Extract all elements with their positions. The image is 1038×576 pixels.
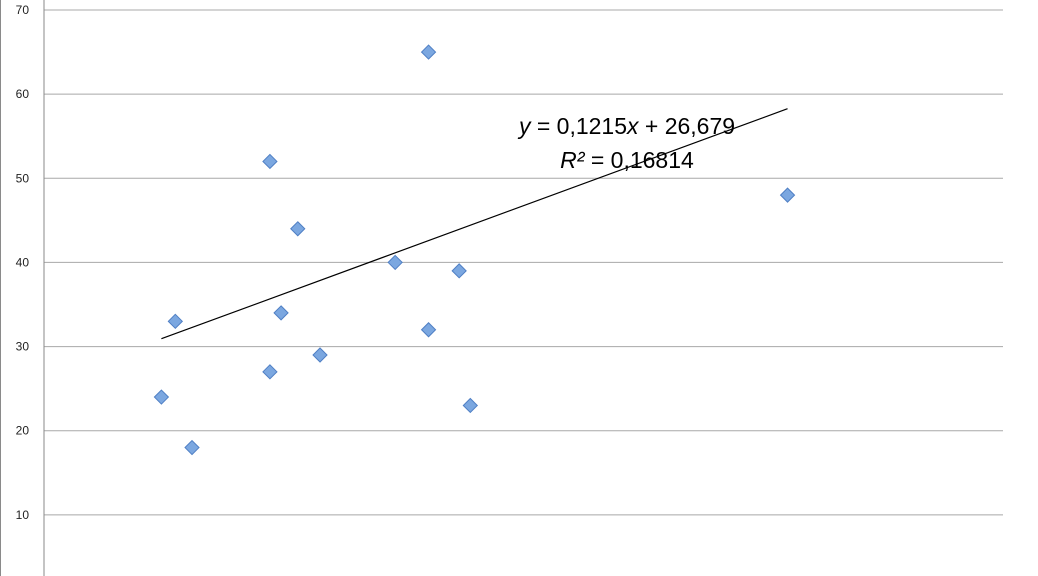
data-point-6 (273, 305, 289, 321)
trendline-r-squared: R² = 0,16814 (560, 147, 694, 173)
data-point-5 (262, 364, 278, 380)
y-tick-label-40: 40 (16, 255, 30, 269)
r-squared-value: = 0,16814 (584, 147, 694, 173)
data-point-4 (262, 153, 278, 170)
data-point-7 (290, 221, 306, 237)
y-tick-labels: 10 20 30 40 50 60 70 (16, 3, 30, 522)
equation-y-var: y (517, 113, 532, 139)
equation-x-var: x (626, 113, 640, 139)
data-points (153, 44, 796, 456)
data-point-11 (420, 322, 437, 338)
data-point-13 (462, 397, 479, 414)
r-squared-var: R² (560, 147, 586, 173)
y-tick-label-30: 30 (16, 340, 30, 354)
data-point-9 (387, 254, 403, 271)
y-tick-label-60: 60 (16, 87, 30, 101)
y-tick-label-20: 20 (16, 424, 30, 438)
data-point-2 (167, 313, 184, 330)
data-point-3 (184, 439, 200, 456)
data-point-1 (153, 389, 170, 405)
equation-intercept: + 26,679 (639, 113, 736, 139)
gridlines (44, 9, 1003, 516)
trendline (161, 108, 788, 340)
data-point-14 (779, 187, 796, 203)
data-point-10 (420, 44, 437, 60)
equation-slope: = 0,1215 (530, 113, 627, 139)
y-tick-label-50: 50 (16, 171, 30, 185)
data-point-8 (312, 347, 328, 363)
y-tick-label-10: 10 (16, 508, 30, 522)
trendline-equation: y = 0,1215x + 26,679 (517, 113, 735, 139)
y-tick-label-70: 70 (16, 3, 30, 17)
data-point-12 (451, 263, 467, 279)
